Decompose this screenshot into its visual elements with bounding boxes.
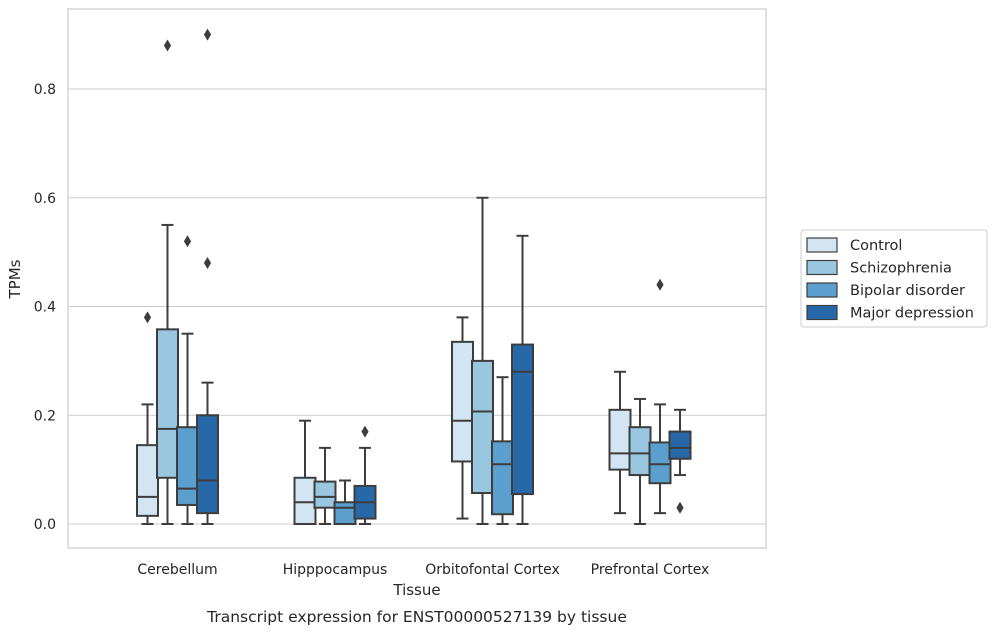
box-body — [511, 343, 534, 496]
box-body — [176, 426, 199, 506]
box-major-depression — [196, 28, 219, 525]
box-major-depression — [668, 408, 692, 514]
plot-frame — [67, 8, 767, 549]
legend-label: Major depression — [850, 306, 974, 322]
y-tick-label: 0.4 — [34, 300, 56, 316]
legend-label: Control — [850, 238, 902, 254]
outlier-marker — [203, 257, 212, 269]
legend-swatch — [806, 304, 838, 321]
y-axis-title: TPMs — [6, 259, 24, 299]
outlier-marker — [361, 425, 369, 438]
legend: Control Schizophrenia Bipolar disorder Majo… — [800, 229, 988, 328]
outlier-marker — [143, 311, 152, 324]
box-schizophrenia — [156, 39, 179, 525]
y-tick-labels: 0.0 0.2 0.4 0.6 0.8 — [34, 82, 56, 533]
box-body — [608, 408, 632, 471]
box-body — [156, 328, 179, 479]
box-control — [451, 316, 474, 520]
box-body — [648, 441, 672, 485]
box-body — [451, 340, 474, 463]
box-body — [313, 480, 337, 509]
y-tick-label: 0.0 — [34, 517, 56, 533]
y-tick-label: 0.6 — [34, 191, 56, 207]
box-body — [333, 501, 357, 525]
x-tick-label: Hipppocampus — [283, 562, 388, 578]
box-control — [136, 311, 159, 525]
box-body — [491, 440, 514, 516]
legend-swatch — [806, 237, 838, 253]
outlier-marker — [676, 501, 684, 514]
x-tick-labels: Cerebellum Hipppocampus Orbitofontal Corte… — [137, 562, 709, 578]
box-plots — [136, 28, 692, 525]
chart-caption: Transcript expression for ENST0000052713… — [206, 608, 627, 626]
box-body — [196, 414, 219, 515]
legend-swatch — [806, 282, 838, 298]
box-body — [628, 426, 652, 477]
box-body — [293, 476, 317, 525]
box-bipolar-disorder — [648, 278, 672, 515]
outlier-marker — [203, 28, 212, 41]
box-schizophrenia — [628, 397, 652, 525]
legend-label: Schizophrenia — [850, 261, 952, 277]
outlier-marker — [183, 235, 192, 248]
box-major-depression — [511, 234, 534, 525]
box-body — [136, 444, 159, 517]
box-bipolar-disorder — [333, 479, 357, 525]
y-tick-label: 0.2 — [34, 408, 56, 424]
legend-swatch — [806, 259, 838, 276]
outlier-marker — [656, 278, 664, 291]
box-body — [471, 359, 494, 495]
outlier-marker — [163, 39, 172, 52]
box-body — [668, 430, 692, 460]
box-control — [608, 370, 632, 515]
x-tick-label: Cerebellum — [137, 562, 217, 578]
box-schizophrenia — [471, 196, 494, 525]
legend-label: Bipolar disorder — [850, 283, 965, 299]
box-schizophrenia — [313, 446, 337, 525]
x-axis-title: Tissue — [392, 581, 440, 599]
x-tick-label: Prefrontal Cortex — [591, 562, 710, 578]
box-major-depression — [353, 425, 377, 525]
legend-frame — [800, 229, 988, 328]
y-tick-label: 0.8 — [34, 82, 56, 98]
x-tick-label: Orbitofontal Cortex — [425, 562, 560, 578]
